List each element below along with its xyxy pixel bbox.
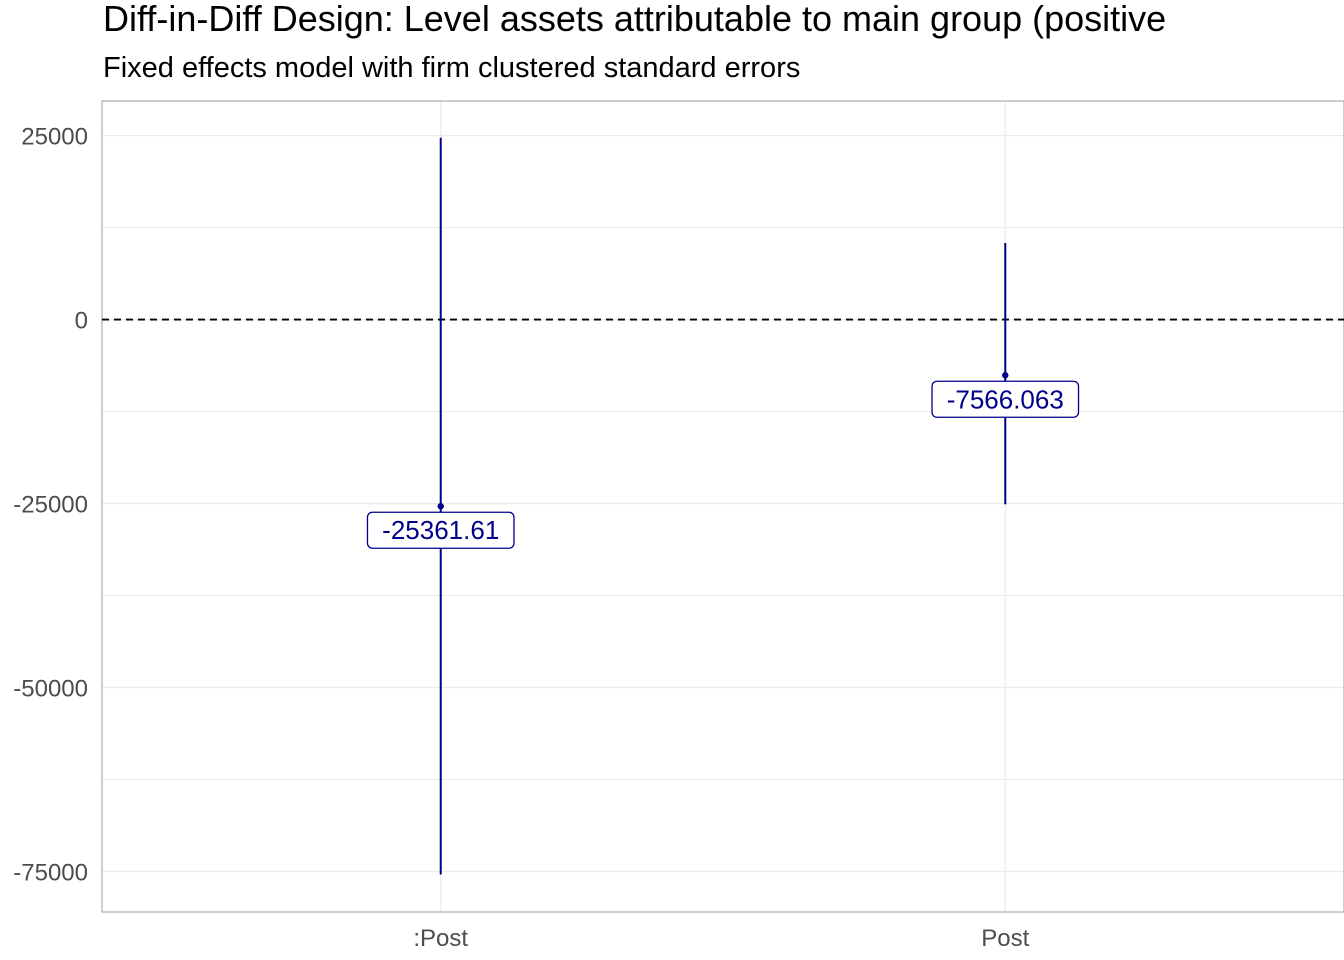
estimate-label-box <box>931 380 1080 418</box>
chart-title: Diff-in-Diff Design: Level assets attrib… <box>103 0 1167 39</box>
estimate-label-box <box>366 511 515 549</box>
estimate-label: -25361.61 <box>382 515 499 545</box>
point-estimate <box>437 503 444 510</box>
x-tick-label: Post <box>981 925 1029 952</box>
y-tick-label: -75000 <box>13 860 88 887</box>
y-tick-label: 0 <box>75 308 88 335</box>
point-estimate <box>1002 372 1009 379</box>
y-tick-label: -50000 <box>13 676 88 703</box>
x-tick-label: :Post <box>413 925 468 952</box>
panel-border <box>101 100 1344 913</box>
y-tick-label: 25000 <box>21 124 88 151</box>
y-tick-label: -25000 <box>13 492 88 519</box>
estimate-label: -7566.063 <box>947 384 1064 414</box>
chart-subtitle: Fixed effects model with firm clustered … <box>103 52 801 84</box>
